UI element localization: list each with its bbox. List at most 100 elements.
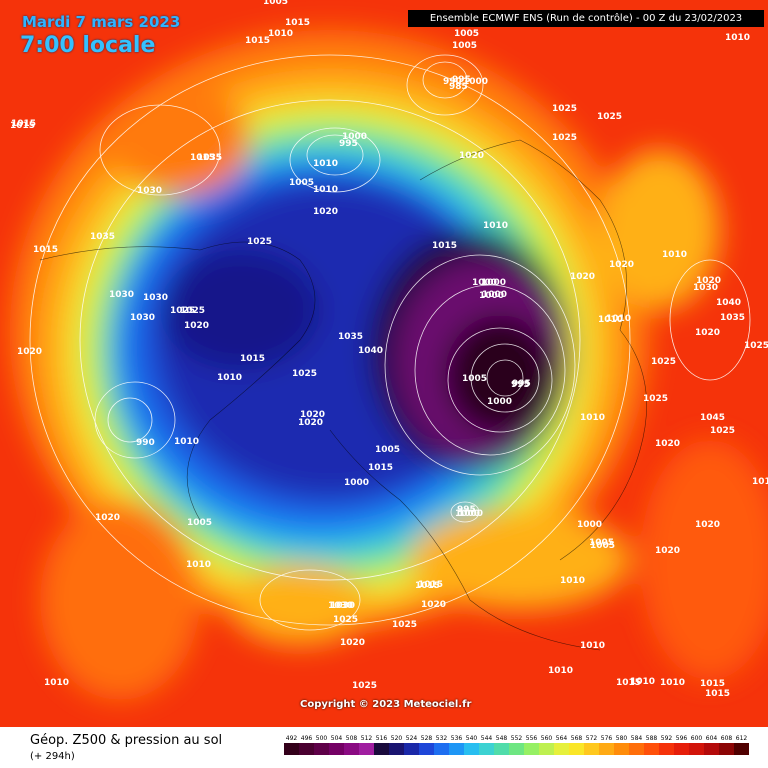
scale-swatch [329,743,344,755]
pressure-label: 1020 [421,600,446,610]
pressure-label: 990 [443,77,462,87]
pressure-label: 1005 [263,0,288,7]
pressure-label: 1040 [716,298,741,308]
scale-tick-label: 524 [406,735,418,742]
scale-swatch [554,743,569,755]
pressure-label: 1010 [268,29,293,39]
scale-swatch [374,743,389,755]
pressure-label: 1025 [597,112,622,122]
copyright: Copyright © 2023 Meteociel.fr [300,699,472,710]
scale-tick-label: 516 [376,735,388,742]
pressure-label: 1030 [143,293,168,303]
pressure-label: 1020 [609,260,634,270]
scale-tick-label: 568 [571,735,583,742]
scale-tick-label: 596 [676,735,688,742]
scale-tick-label: 608 [721,735,733,742]
scale-tick-label: 512 [361,735,373,742]
pressure-label: 1005 [589,538,614,548]
scale-swatch [599,743,614,755]
scale-tick-label: 536 [451,735,463,742]
pressure-label: 1010 [660,678,685,688]
pressure-label: 995 [511,380,530,390]
scale-tick-label: 520 [391,735,403,742]
variable-label: Géop. Z500 & pression au sol [30,733,223,748]
scale-tick-label: 500 [316,735,328,742]
scale-swatch [314,743,329,755]
pressure-label: 1000 [472,278,497,288]
pressure-label: 1030 [693,283,718,293]
pressure-label: 1010 [580,641,605,651]
pressure-label: 1020 [298,418,323,428]
scale-swatch [284,743,299,755]
pressure-label: 1020 [17,347,42,357]
forecast-date: Mardi 7 mars 2023 [22,13,181,31]
pressure-label: 1000 [482,290,507,300]
pressure-label: 1020 [696,276,721,286]
pressure-label: 1020 [655,439,680,449]
scale-swatch [524,743,539,755]
scale-swatch [719,743,734,755]
pressure-label: 1010 [483,221,508,231]
pressure-label: 1025 [352,681,377,691]
scale-swatch [419,743,434,755]
pressure-label: 1020 [313,207,338,217]
geopotential-map: 1005101510101005101010151035103010151035… [0,0,768,727]
pressure-label: 1015 [33,245,58,255]
pressure-label: 1015 [616,678,641,688]
pressure-label: 1015 [415,581,440,591]
model-banner: Ensemble ECMWF ENS (Run de contrôle) - 0… [408,10,764,27]
pressure-label: 995 [452,75,471,85]
pressure-label: 1030 [330,601,355,611]
scale-tick-label: 544 [481,735,493,742]
pressure-label: 1000 [458,509,483,519]
pressure-label: 1015 [11,119,36,129]
pressure-label: 1015 [285,18,310,28]
pressure-label: 1030 [109,290,134,300]
pressure-label: 1025 [552,104,577,114]
pressure-label: 1000 [344,478,369,488]
scale-swatch [464,743,479,755]
pressure-label: 1020 [695,328,720,338]
pressure-label: 1030 [130,313,155,323]
pressure-label: 1000 [479,291,504,301]
pressure-label: 1020 [459,151,484,161]
coastlines [39,139,647,651]
pressure-label: 1020 [95,513,120,523]
pressure-label: 1010 [560,576,585,586]
pressure-label: 1005 [452,41,477,51]
pressure-label: 1000 [577,520,602,530]
scale-tick-label: 588 [646,735,658,742]
pressure-label: 1000 [455,509,480,519]
pressure-label: 1000 [487,397,512,407]
pressure-label: 1015 [700,679,725,689]
scale-swatch [404,743,419,755]
scale-tick-label: 552 [511,735,523,742]
scale-swatch [344,743,359,755]
pressure-label: 1010 [186,560,211,570]
forecast-time: 7:00 locale [20,33,156,58]
pressure-label: 1010 [217,373,242,383]
scale-tick-label: 528 [421,735,433,742]
footer: Géop. Z500 & pression au sol (+ 294h) 49… [0,727,768,768]
pressure-label: 995 [339,139,358,149]
scale-tick-label: 592 [661,735,673,742]
pressure-label: 1035 [197,153,222,163]
pressure-label: 1010 [598,315,623,325]
pressure-label: 1000 [463,77,488,87]
pressure-label: 1010 [44,678,69,688]
pressure-label: 1020 [570,272,595,282]
pressure-label: 1035 [197,153,222,163]
scale-swatch [704,743,719,755]
scale-swatch [674,743,689,755]
scale-tick-label: 532 [436,735,448,742]
scale-swatch [734,743,749,755]
scale-swatch [569,743,584,755]
scale-tick-label: 600 [691,735,703,742]
pressure-label: 1005 [462,374,487,384]
pressure-label: 1025 [292,369,317,379]
scale-tick-label: 612 [736,735,748,742]
scale-swatch [449,743,464,755]
scale-swatch [359,743,374,755]
scale-swatch [494,743,509,755]
z500-field [0,0,768,727]
